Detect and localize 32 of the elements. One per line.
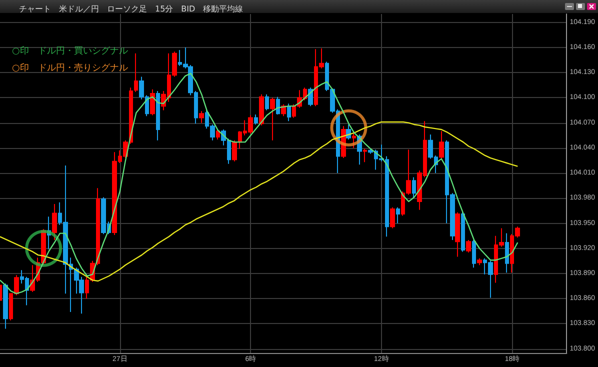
candlestick bbox=[466, 240, 471, 254]
candlestick bbox=[390, 206, 395, 229]
candlestick bbox=[287, 103, 291, 122]
text: ○印 ドル円・買いシグナル bbox=[12, 46, 128, 56]
candlestick bbox=[52, 204, 57, 240]
candlestick bbox=[265, 94, 269, 111]
candlestick bbox=[368, 148, 373, 154]
candlestick bbox=[150, 88, 155, 116]
candlestick bbox=[276, 96, 280, 115]
candlestick bbox=[3, 283, 8, 330]
candlestick bbox=[199, 110, 204, 124]
candlestick bbox=[254, 114, 258, 125]
text: ○印 ドル円・売りシグナル bbox=[12, 62, 128, 74]
candlestick bbox=[412, 176, 416, 199]
candlestick bbox=[270, 97, 275, 141]
candlestick bbox=[396, 206, 400, 224]
candlestick bbox=[232, 140, 237, 162]
candlestick bbox=[455, 212, 460, 258]
line-series bbox=[0, 72, 518, 294]
candlestick bbox=[216, 129, 220, 140]
candlestick bbox=[461, 212, 465, 252]
candlestick bbox=[352, 130, 356, 148]
candlestick bbox=[363, 148, 367, 163]
candlestick bbox=[259, 94, 264, 126]
candlestick bbox=[156, 90, 160, 141]
line-series bbox=[0, 121, 518, 282]
candlestick bbox=[134, 52, 138, 92]
candlestick bbox=[477, 258, 482, 266]
chart-title: チャート 米ドル／円 ローソク足 15分 BID 移動平均線 bbox=[19, 4, 244, 14]
candlestick bbox=[472, 240, 476, 268]
candlestick bbox=[505, 232, 509, 274]
candlestick bbox=[439, 130, 444, 160]
